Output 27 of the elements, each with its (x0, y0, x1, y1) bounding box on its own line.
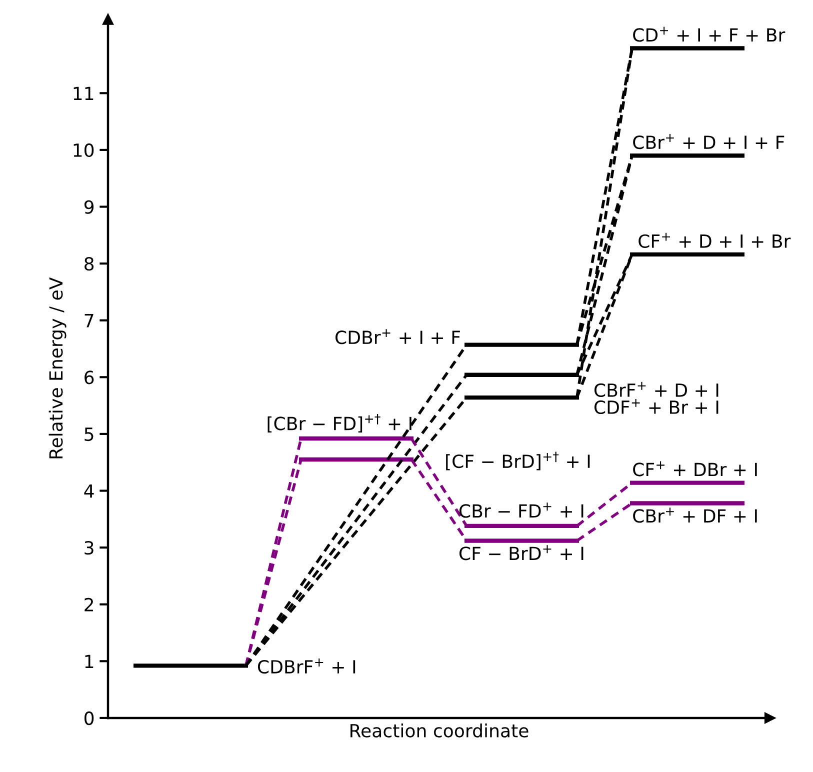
series-label: CD$^{+}$ + I + F + Br (633, 26, 786, 42)
y-tick-label: 11 (74, 86, 94, 100)
y-tick-label: 1 (85, 654, 94, 668)
series-label: CBr$^{+}$ + D + I + F (633, 134, 784, 150)
series-label: CBr$^{+}$ + DF + I (633, 508, 757, 523)
series-label: CBrF$^{+}$ + D + I (594, 382, 718, 398)
y-tick-label: 3 (84, 541, 94, 555)
y-tick-label: 9 (84, 200, 94, 214)
y-tick-label: 5 (84, 428, 94, 442)
y-tick-label: 4 (84, 484, 94, 498)
y-tick-label: 10 (74, 143, 94, 158)
series-label: CF$^{+}$ + D + I + Br (638, 232, 791, 248)
series-label: [CBr − FD]$^{+†}$ + I (268, 414, 412, 432)
series-label: CDBr$^{+}$ + I + F (336, 329, 460, 344)
series-label: CDBrF$^{+}$ + I (258, 658, 356, 674)
y-axis-title: Relative Energy / eV (48, 277, 66, 458)
y-tick-label: 2 (84, 598, 93, 612)
series-label: CDF$^{+}$ + Br + I (594, 398, 718, 414)
y-tick-label: 8 (84, 257, 94, 271)
x-axis-title: Reaction coordinate (350, 724, 528, 738)
y-tick-label: 0 (84, 711, 94, 726)
y-tick-label: 6 (84, 370, 94, 384)
series-label: CF$^{+}$ + DBr + I (633, 461, 757, 476)
series-label: [CF − BrD]$^{+†}$ + I (446, 452, 590, 470)
series-label: CBr − FD$^{+}$ + I (459, 502, 584, 518)
series-label: CF − BrD$^{+}$ + I (459, 545, 584, 560)
y-tick-label: 7 (84, 314, 94, 328)
